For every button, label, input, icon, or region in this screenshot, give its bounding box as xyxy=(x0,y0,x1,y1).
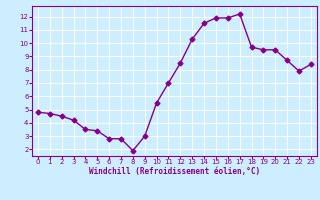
X-axis label: Windchill (Refroidissement éolien,°C): Windchill (Refroidissement éolien,°C) xyxy=(89,167,260,176)
